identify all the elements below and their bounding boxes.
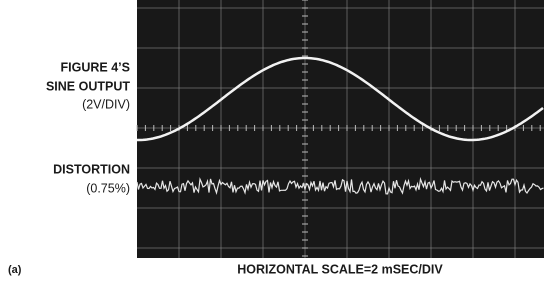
- panel-label: (a): [8, 264, 22, 276]
- trace-label: DISTORTION: [53, 162, 130, 176]
- x-axis-label: HORIZONTAL SCALE=2 mSEC/DIV: [237, 262, 443, 276]
- page: FIGURE 4’S SINE OUTPUT (2V/DIV) DISTORTI…: [0, 0, 544, 292]
- trace-label: FIGURE 4’S: [61, 60, 130, 74]
- figure: FIGURE 4’S SINE OUTPUT (2V/DIV) DISTORTI…: [0, 0, 544, 292]
- trace-scale: (2V/DIV): [82, 97, 130, 111]
- scope-screen: [137, 0, 544, 258]
- trace-label: SINE OUTPUT: [46, 79, 130, 93]
- trace-scale: (0.75%): [86, 181, 130, 195]
